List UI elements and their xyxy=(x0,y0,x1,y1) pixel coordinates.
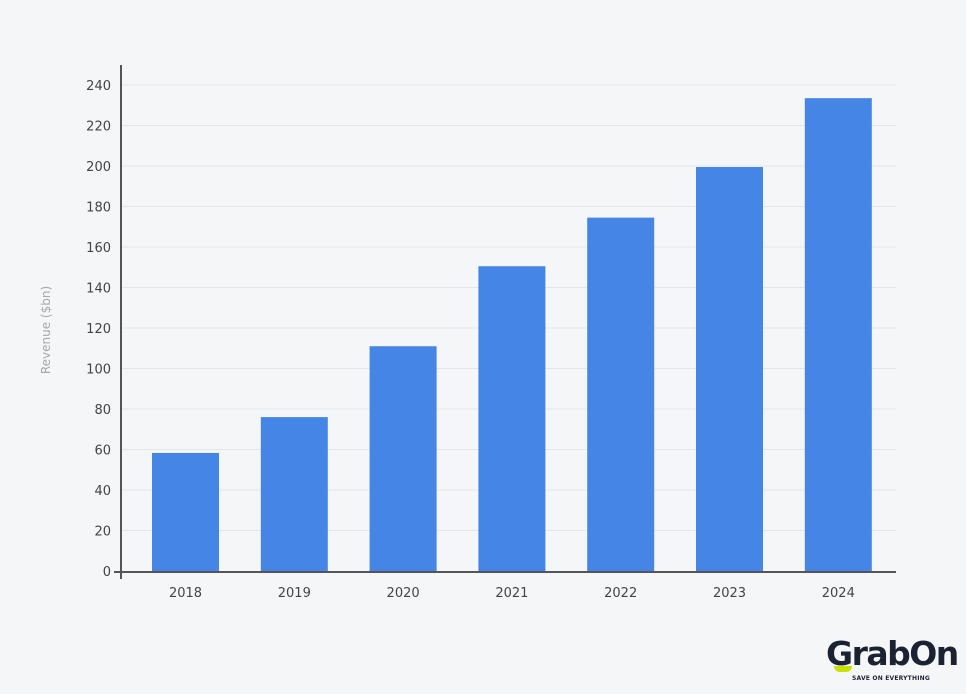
y-tick-labels: 0 20 40 60 80 100 120 140 160 180 200 220 240 xyxy=(86,79,111,580)
y-tick-label: 0 xyxy=(103,565,111,580)
bars xyxy=(152,98,872,571)
y-tick-label: 200 xyxy=(86,160,111,175)
x-tick-label: 2022 xyxy=(604,586,637,601)
logo-tagline: SAVE ON EVERYTHING xyxy=(852,675,930,682)
bar-2024 xyxy=(804,98,872,571)
y-tick-label: 20 xyxy=(94,525,111,540)
grabon-logo: GrabOn SAVE ON EVERYTHING xyxy=(826,634,959,683)
y-tick-label: 80 xyxy=(94,403,111,418)
x-tick-label: 2023 xyxy=(713,586,746,601)
bar-2022 xyxy=(587,217,655,571)
y-tick-label: 120 xyxy=(86,322,111,337)
bar-2023 xyxy=(696,167,763,571)
bar-2019 xyxy=(260,417,328,571)
logo-swoosh xyxy=(834,666,852,672)
logo-wordmark: GrabOn xyxy=(826,634,959,673)
y-axis-label: Revenue ($bn) xyxy=(39,286,53,374)
y-tick-label: 40 xyxy=(94,484,111,499)
x-tick-labels: 2018 2019 2020 2021 2022 2023 2024 xyxy=(169,586,855,601)
y-tick-label: 160 xyxy=(86,241,111,256)
x-tick-label: 2018 xyxy=(169,586,202,601)
bar-2021 xyxy=(478,266,546,571)
x-tick-label: 2021 xyxy=(495,586,528,601)
y-tick-label: 240 xyxy=(86,79,111,94)
y-tick-label: 60 xyxy=(94,444,111,459)
x-tick-label: 2019 xyxy=(278,586,311,601)
bar-2020 xyxy=(369,346,437,571)
y-tick-label: 180 xyxy=(86,201,111,216)
y-tick-label: 140 xyxy=(86,282,111,297)
y-tick-label: 220 xyxy=(86,120,111,135)
y-tick-label: 100 xyxy=(86,363,111,378)
x-tick-label: 2024 xyxy=(822,586,855,601)
x-tick-label: 2020 xyxy=(387,586,420,601)
bar-2018 xyxy=(152,452,219,571)
